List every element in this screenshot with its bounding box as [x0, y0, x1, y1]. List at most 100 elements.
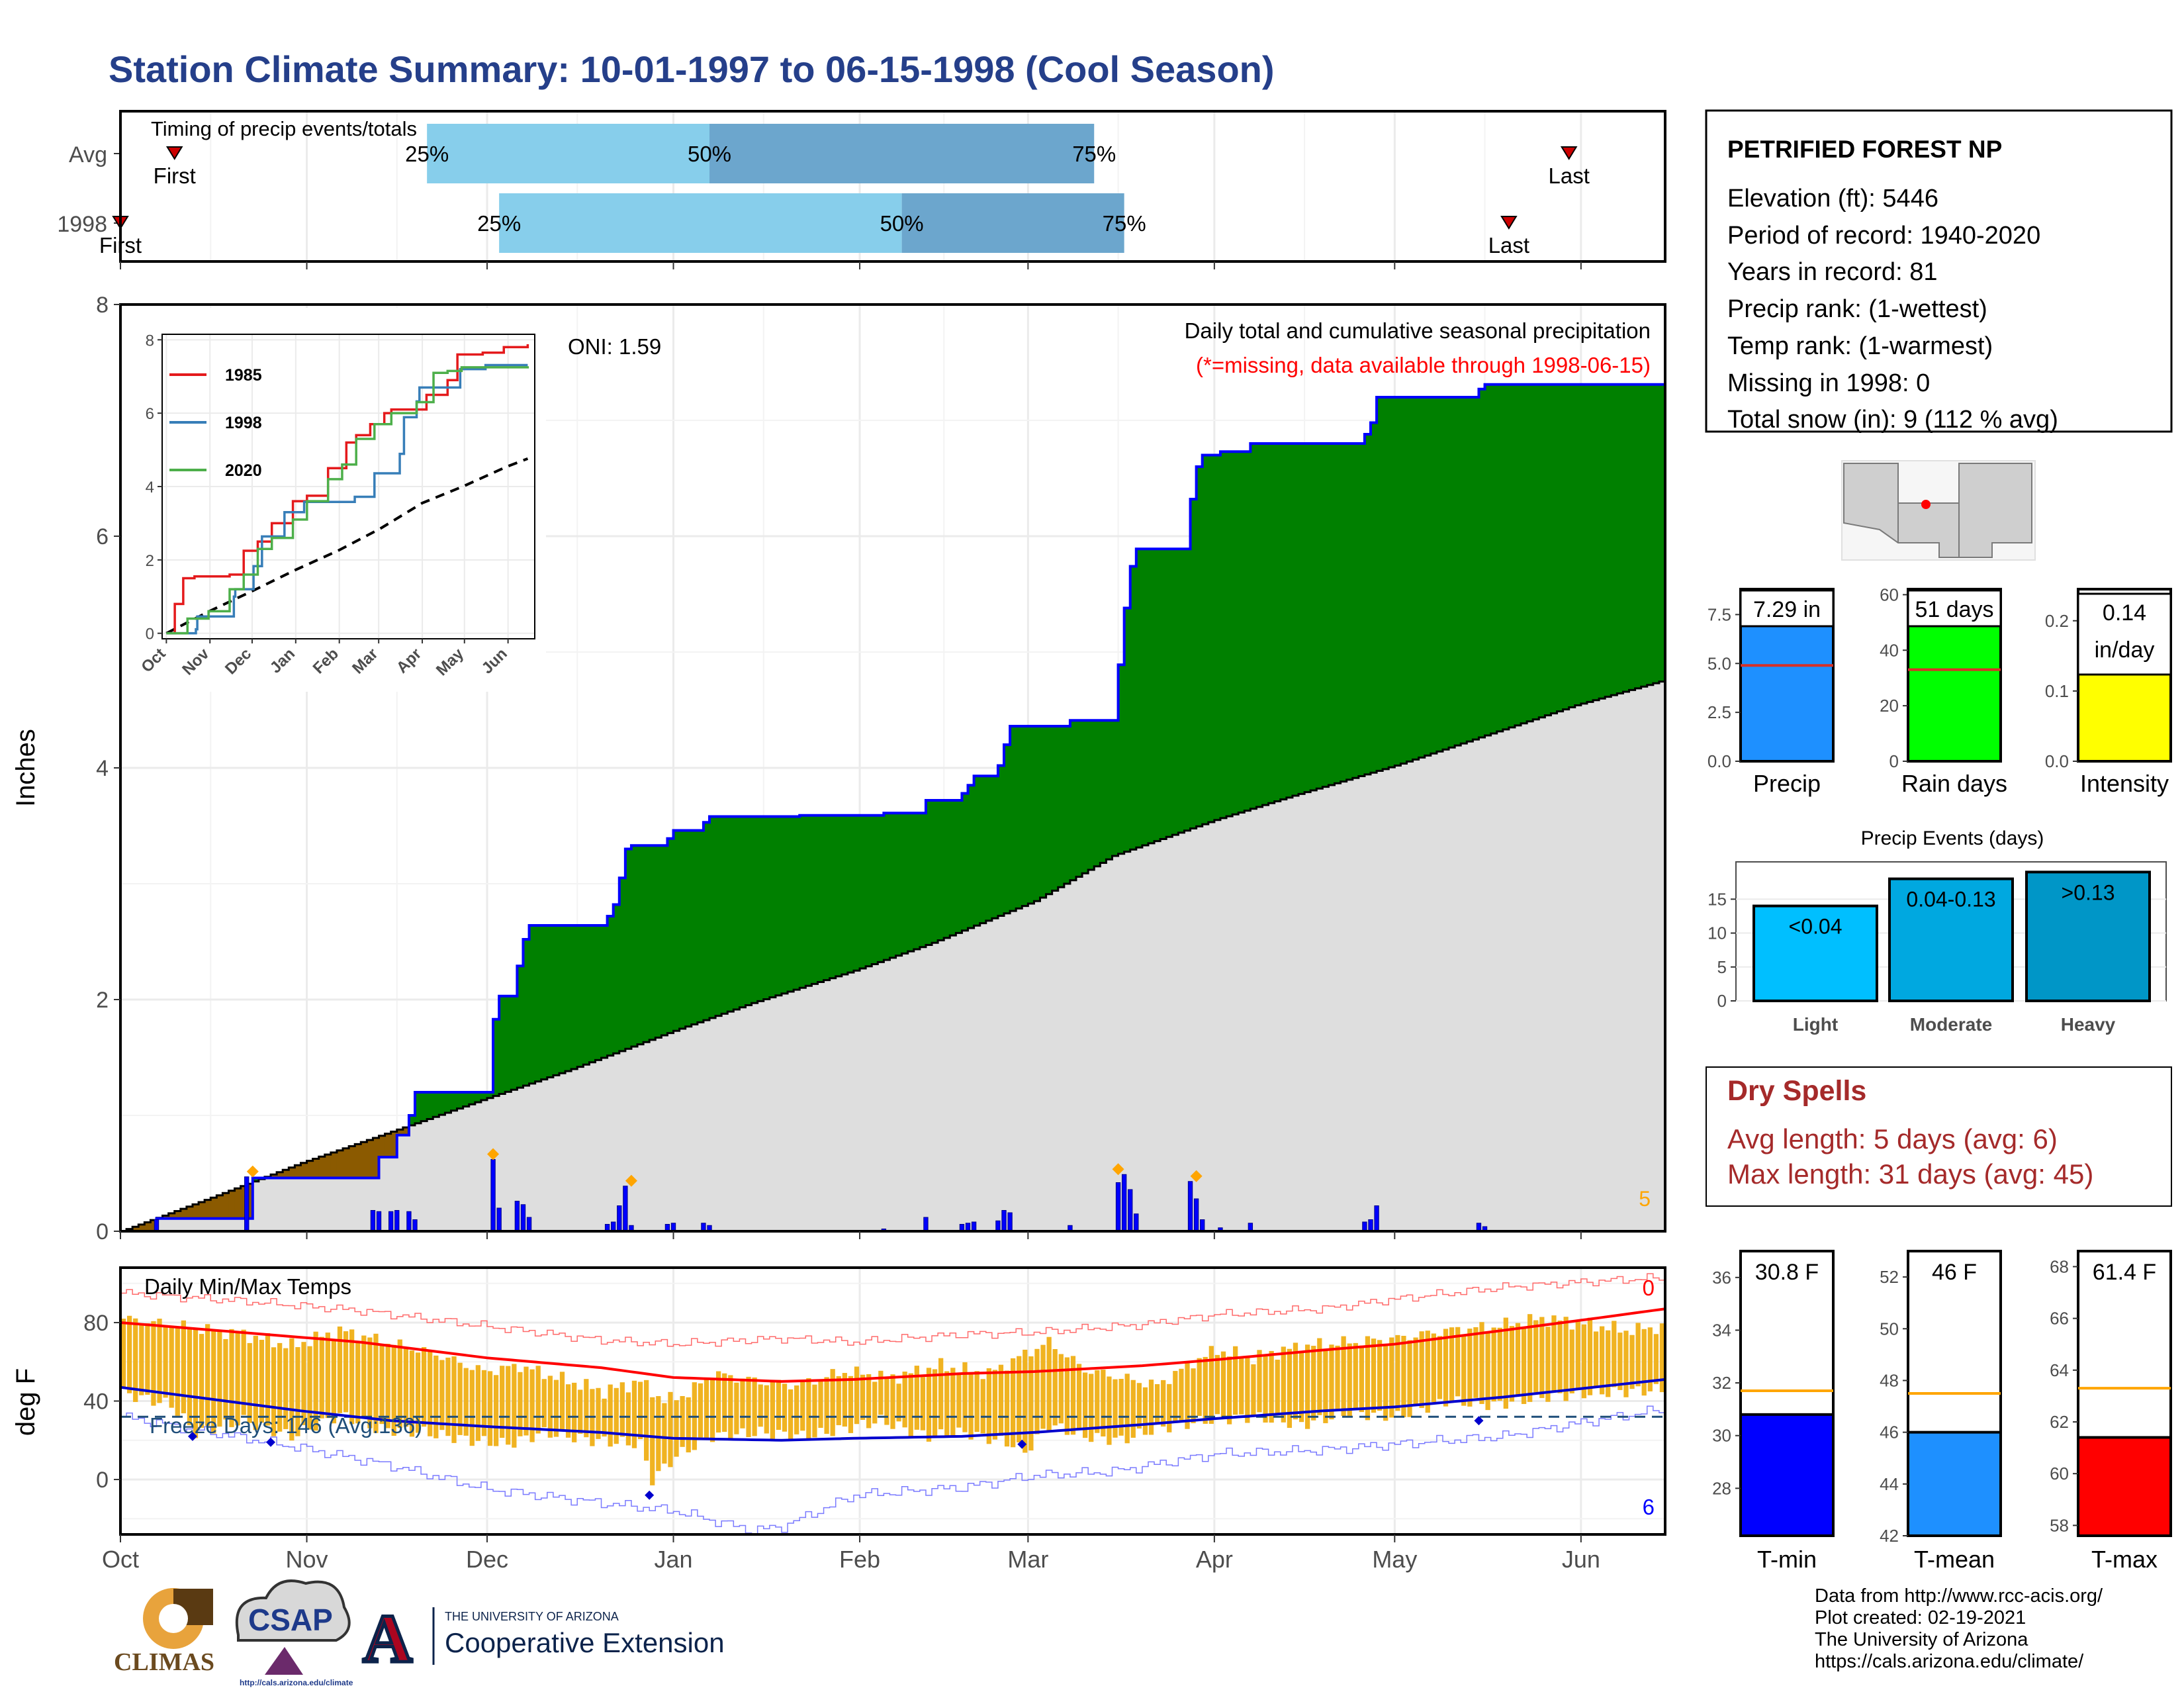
timing-q25-label: 25%: [405, 142, 449, 166]
cum-above-avg-area: [1370, 422, 1377, 773]
temp-daily-bar: [1485, 1331, 1490, 1411]
cum-ytick-label: 4: [96, 756, 109, 781]
month-axis-label: Apr: [1196, 1546, 1233, 1573]
temp-daily-bar: [223, 1338, 228, 1420]
temp-daily-bar: [229, 1329, 234, 1427]
dry-spells-avg: Avg length: 5 days (avg: 6): [1727, 1123, 2058, 1154]
cum-above-avg-area: [841, 815, 848, 975]
temp-daily-bar: [1635, 1323, 1641, 1387]
cum-daily-bar: [154, 1219, 159, 1232]
cum-above-avg-area: [1436, 397, 1443, 752]
temp-daily-bar: [1347, 1343, 1352, 1418]
tstat-ytick-label: 32: [1712, 1373, 1731, 1393]
cum-above-avg-area: [884, 813, 891, 961]
cum-ytick-label: 6: [96, 524, 109, 549]
temp-daily-bar: [253, 1335, 258, 1430]
cum-above-avg-area: [469, 1092, 476, 1105]
cum-above-avg-area: [1340, 444, 1347, 782]
events-bar-label: >0.13: [2062, 880, 2115, 904]
temp-daily-bar: [1401, 1335, 1406, 1417]
cum-above-avg-area: [583, 925, 590, 1065]
temp-daily-bar: [1527, 1314, 1533, 1402]
temp-daily-bar: [428, 1350, 433, 1436]
temp-daily-bar: [734, 1382, 739, 1434]
cum-above-avg-area: [1629, 384, 1636, 690]
cum-below-avg-area: [205, 1199, 211, 1219]
temp-daily-bar: [1089, 1374, 1094, 1442]
pstat-ytick-label: 20: [1880, 696, 1899, 716]
station-temp-rank: Temp rank: (1-warmest): [1727, 332, 1993, 360]
station-info-frame: [1705, 109, 2173, 433]
temp-daily-bar: [391, 1344, 396, 1436]
pstat-value-box: [1739, 589, 1835, 628]
csap-logo-text: CSAP: [248, 1603, 333, 1637]
cum-above-avg-area: [643, 845, 650, 1043]
temp-daily-bar: [944, 1371, 950, 1438]
timing-row-label: 1998: [57, 212, 107, 237]
pstat-ytick-label: 5.0: [1707, 653, 1731, 673]
temp-daily-bar: [631, 1380, 637, 1448]
cum-above-avg-area: [1178, 549, 1185, 833]
cum-below-avg-area: [300, 1162, 308, 1178]
temp-daily-bar: [572, 1382, 577, 1442]
inset-ytick-label: 8: [146, 332, 154, 350]
temp-daily-bar: [1623, 1331, 1629, 1397]
cum-above-avg-area: [1346, 444, 1353, 780]
ua-name: THE UNIVERSITY OF ARIZONA: [445, 1610, 619, 1623]
temp-title: Daily Min/Max Temps: [144, 1274, 351, 1299]
station-missing: Missing in 1998: 0: [1727, 369, 1930, 397]
cum-above-avg-area: [1310, 444, 1317, 790]
cum-daily-bar: [412, 1219, 418, 1232]
climas-logo-text: CLIMAS: [114, 1648, 214, 1676]
cum-above-avg-area: [805, 815, 812, 986]
temp-daily-bar: [451, 1356, 457, 1443]
temp-daily-bar: [1497, 1327, 1502, 1401]
temp-daily-bar: [1659, 1323, 1665, 1393]
dry-spells-box: Dry Spells Avg length: 5 days (avg: 6) M…: [1706, 1066, 2172, 1207]
temp-daily-bar: [1629, 1335, 1635, 1389]
cum-above-avg-area: [433, 1092, 439, 1117]
temp-daily-bar: [1437, 1336, 1443, 1399]
cum-daily-bar: [1001, 1210, 1007, 1232]
cum-above-avg-area: [1406, 397, 1414, 762]
month-axis-label: Dec: [466, 1546, 508, 1573]
station-years: Years in record: 81: [1727, 258, 1938, 286]
dry-spells-title: Dry Spells: [1727, 1075, 1866, 1107]
temp-daily-bar: [1064, 1357, 1070, 1435]
temp-daily-bar: [1281, 1346, 1286, 1423]
temp-daily-bar: [457, 1362, 463, 1435]
temp-daily-bar: [361, 1335, 367, 1419]
temp-daily-bar: [1095, 1370, 1100, 1433]
cum-above-avg-area: [451, 1092, 458, 1111]
cum-above-avg-area: [1244, 451, 1251, 811]
cum-above-avg-area: [1533, 384, 1539, 720]
cum-above-avg-area: [1226, 451, 1233, 817]
temp-min-marker: [1017, 1439, 1027, 1449]
cum-below-avg-area: [336, 1150, 343, 1178]
temperature-chart: 0 40 80 Oct Nov Dec Jan Feb Mar Apr May Jun Daily Mi…: [11, 1266, 1666, 1573]
temp-daily-bar: [1563, 1317, 1569, 1401]
timing-q75-label: 75%: [1103, 211, 1146, 236]
cum-above-avg-area: [1557, 384, 1564, 712]
cum-highlight-marker: [246, 1165, 259, 1178]
cum-above-avg-area: [523, 939, 530, 1086]
cum-above-avg-area: [1430, 397, 1437, 754]
temp-daily-bar: [788, 1389, 794, 1441]
temp-daily-bar: [289, 1338, 295, 1441]
cum-above-avg-area: [1274, 444, 1281, 802]
precip-stats-panels: 0.0 2.5 5.0 7.5 7.29 in Precip 0 20 40 60 51 days R…: [1707, 585, 2172, 797]
temp-daily-bar: [1545, 1327, 1551, 1402]
events-ytick-label: 15: [1707, 889, 1727, 909]
cum-above-avg-area: [408, 1115, 416, 1125]
temp-daily-bar: [1305, 1344, 1310, 1429]
temp-daily-bar: [247, 1342, 252, 1423]
cum-above-avg-area: [421, 1092, 428, 1121]
timing-row-label: Avg: [69, 142, 107, 167]
temp-daily-bar: [271, 1347, 277, 1436]
temp-daily-bar: [1515, 1323, 1521, 1396]
cum-daily-bar: [526, 1217, 532, 1232]
temp-daily-bar: [686, 1397, 691, 1453]
cum-highlight-marker: [1190, 1170, 1203, 1182]
